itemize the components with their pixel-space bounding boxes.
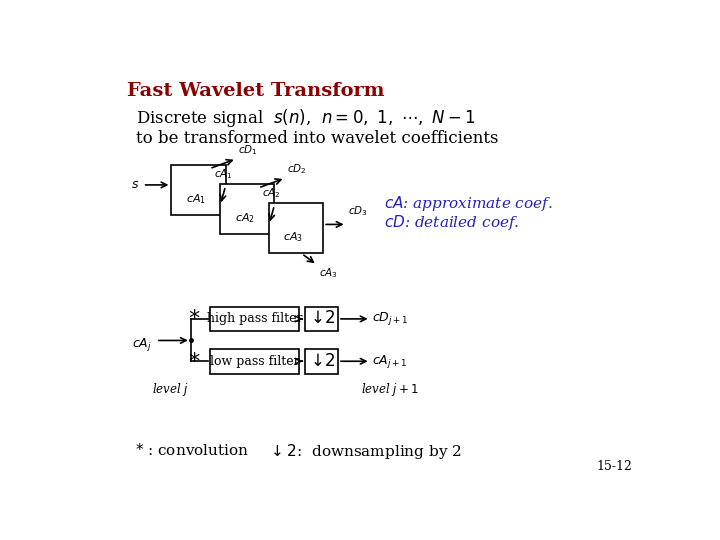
FancyBboxPatch shape	[305, 349, 338, 374]
Text: $cA_1$: $cA_1$	[186, 192, 206, 206]
FancyBboxPatch shape	[220, 184, 274, 234]
Text: $cD_1$: $cD_1$	[238, 144, 258, 157]
Text: level $j+1$: level $j+1$	[361, 381, 419, 399]
FancyBboxPatch shape	[171, 165, 225, 215]
Text: $*$: $*$	[189, 306, 201, 328]
Text: Discrete signal  $s(n)$,  $n = 0,\ 1,\ \cdots,\ N-1$: Discrete signal $s(n)$, $n = 0,\ 1,\ \cd…	[137, 107, 476, 129]
Text: $cD_{j+1}$: $cD_{j+1}$	[372, 310, 408, 327]
Text: level $j$: level $j$	[152, 381, 189, 399]
FancyBboxPatch shape	[269, 204, 323, 253]
Text: $\downarrow\!2$: $\downarrow\!2$	[307, 353, 336, 370]
Text: $cD$: detailed coef.: $cD$: detailed coef.	[384, 213, 520, 232]
Text: $cA_j$: $cA_j$	[132, 336, 152, 353]
Text: high pass filter: high pass filter	[207, 313, 302, 326]
Text: $cD_3$: $cD_3$	[348, 205, 368, 218]
Text: $\downarrow\!2$: $\downarrow\!2$	[307, 310, 336, 327]
FancyBboxPatch shape	[210, 349, 300, 374]
Text: $cA_{j+1}$: $cA_{j+1}$	[372, 353, 408, 370]
Text: $cA_2$: $cA_2$	[235, 211, 255, 225]
Text: to be transformed into wavelet coefficients: to be transformed into wavelet coefficie…	[137, 130, 499, 147]
Text: $cD_2$: $cD_2$	[287, 163, 307, 177]
Text: Fast Wavelet Transform: Fast Wavelet Transform	[127, 82, 384, 100]
Text: $s$: $s$	[131, 178, 140, 191]
Text: $cA_1$: $cA_1$	[214, 167, 233, 180]
Text: $\downarrow 2$:  downsampling by 2: $\downarrow 2$: downsampling by 2	[269, 442, 462, 461]
Text: $cA_2$: $cA_2$	[262, 186, 281, 200]
Text: 15-12: 15-12	[597, 460, 632, 473]
Text: $cA_3$: $cA_3$	[319, 267, 338, 280]
Text: $cA_3$: $cA_3$	[284, 231, 303, 244]
FancyBboxPatch shape	[210, 307, 300, 331]
Text: $cA$: approximate coef.: $cA$: approximate coef.	[384, 194, 553, 213]
Text: $*$: $*$	[189, 349, 201, 371]
FancyBboxPatch shape	[305, 307, 338, 331]
Text: $*$ : convolution: $*$ : convolution	[135, 442, 249, 458]
Text: low pass filter: low pass filter	[210, 355, 300, 368]
